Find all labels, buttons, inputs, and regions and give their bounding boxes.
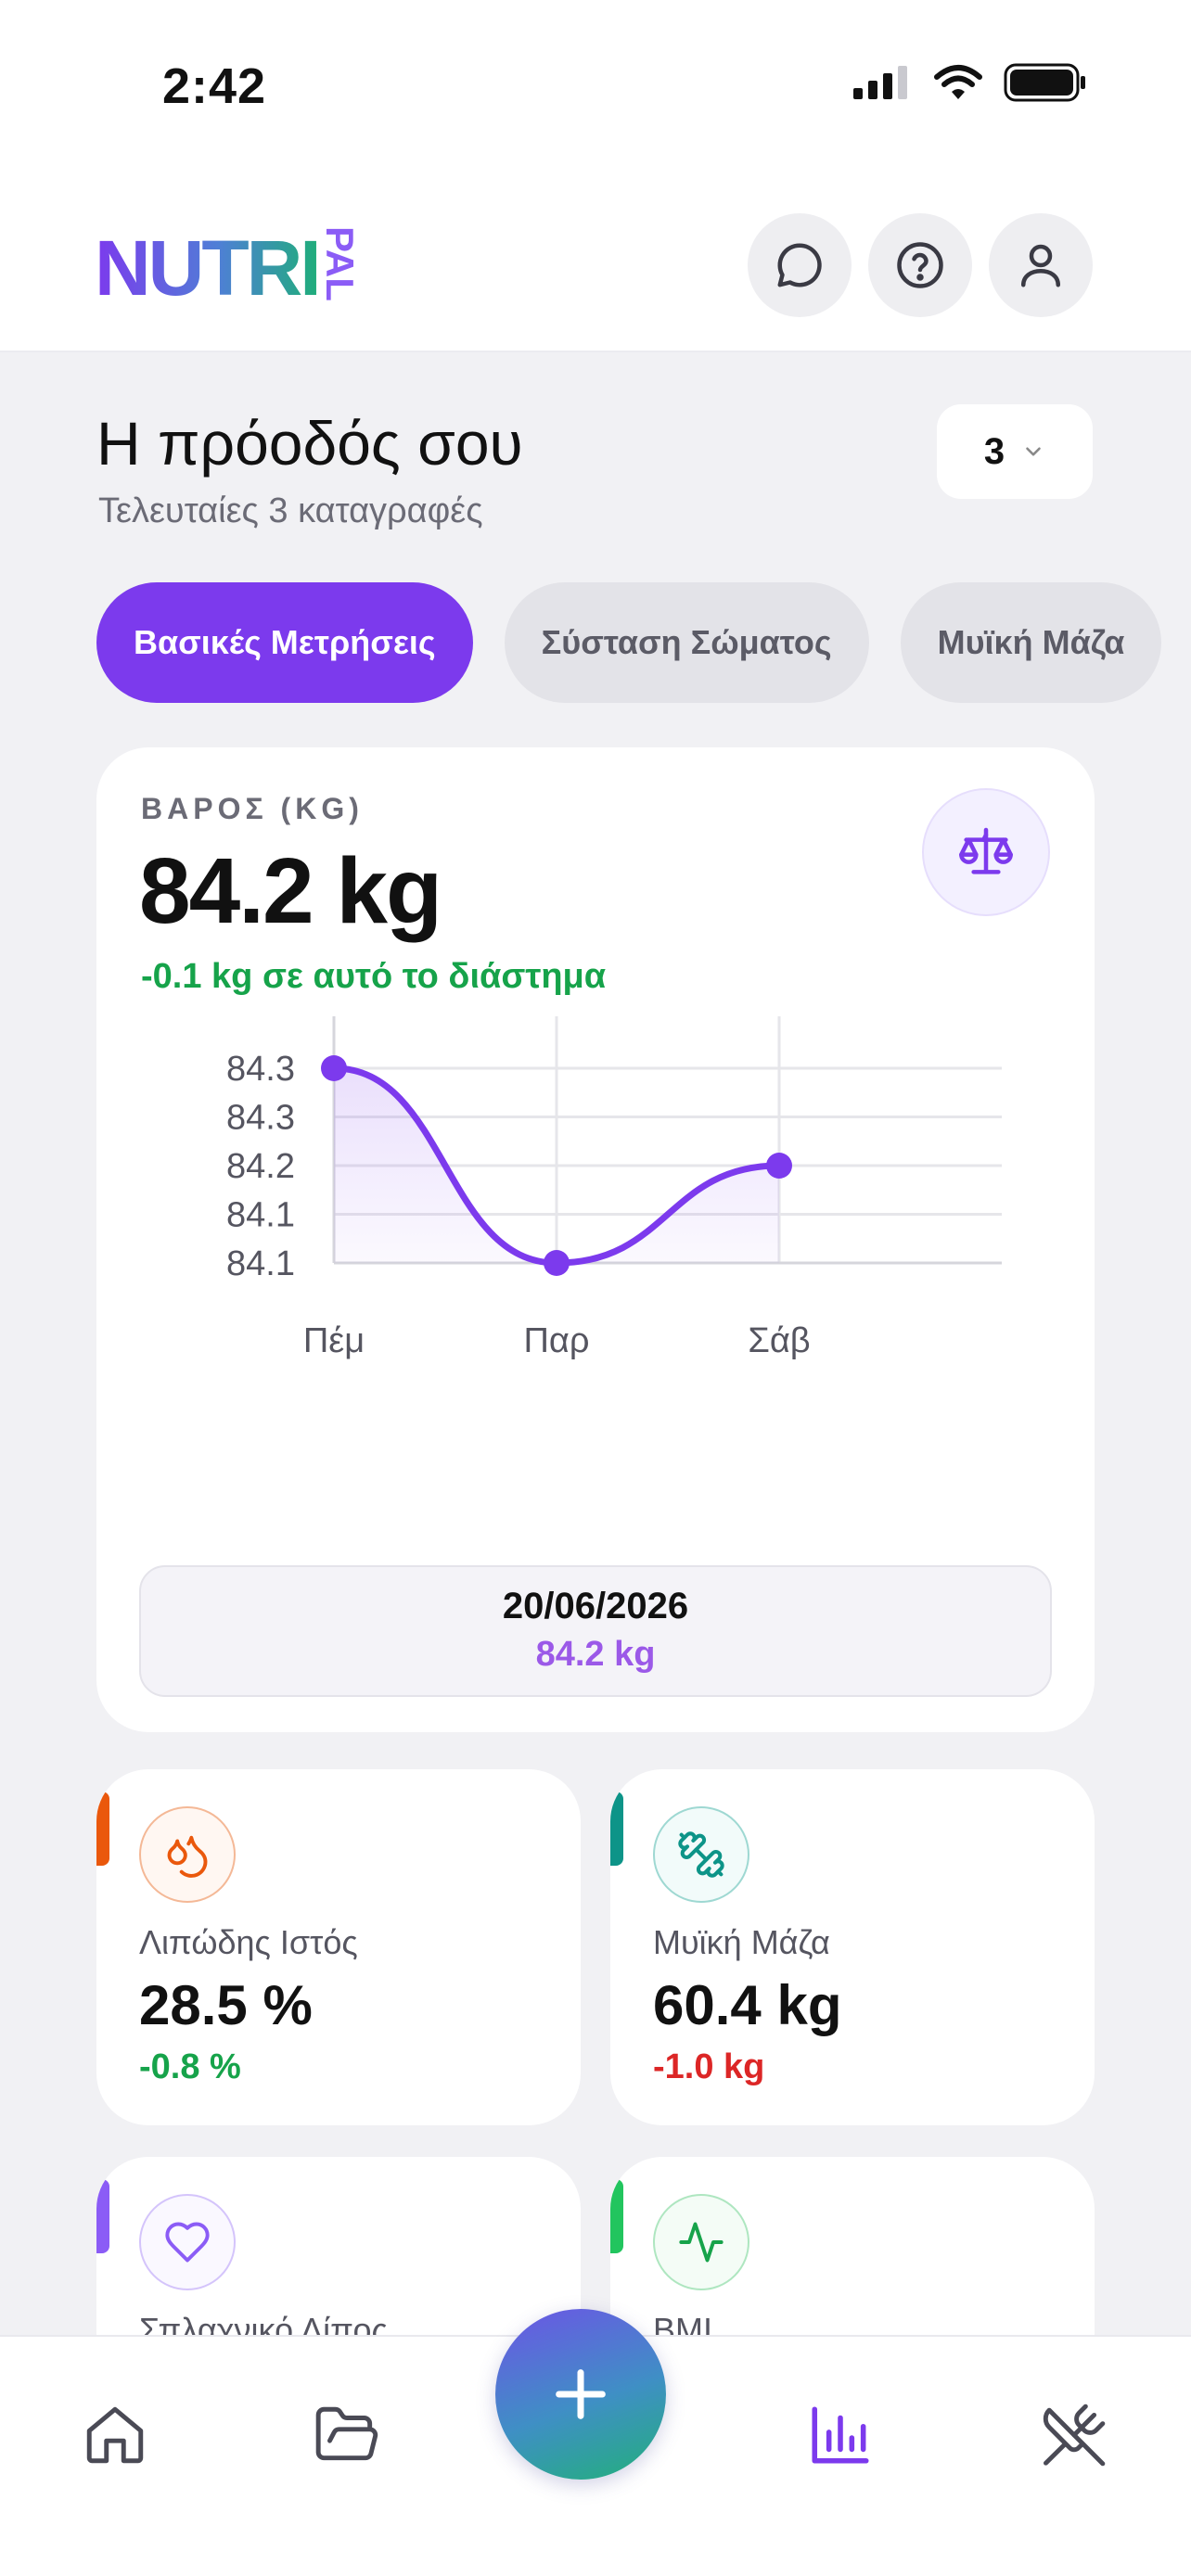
card-accent (96, 1792, 109, 1866)
data-point (544, 1250, 570, 1276)
fat-value: 28.5 % (139, 1974, 313, 2036)
metric-tabs: Βασικές Μετρήσεις Σύσταση Σώματος Μυϊκή … (96, 582, 1162, 703)
y-tick-label: 84.1 (226, 1244, 295, 1283)
metric-card-muscle[interactable]: Μυϊκή Μάζα 60.4 kg -1.0 kg (610, 1769, 1095, 2125)
help-button[interactable] (868, 213, 972, 317)
y-tick-label: 84.3 (226, 1050, 295, 1089)
nutripal-logo: NUTRI PAL (95, 224, 362, 312)
metric-card-fat[interactable]: Λιπώδης Ιστός 28.5 % -0.8 % (96, 1769, 581, 2125)
x-tick-label: Παρ (523, 1321, 589, 1360)
x-tick-label: Σάβ (748, 1321, 810, 1360)
tab-body-composition[interactable]: Σύσταση Σώματος (504, 582, 869, 703)
logo-main-text: NUTRI (95, 224, 319, 312)
y-tick-label: 84.3 (226, 1099, 295, 1138)
nav-home[interactable] (69, 2389, 161, 2481)
card-accent (610, 1792, 623, 1866)
muscle-label: Μυϊκή Μάζα (653, 1923, 830, 1961)
droplets-icon (167, 1835, 208, 1878)
bmi-icon-wrap (653, 2194, 749, 2290)
help-icon (897, 242, 943, 288)
tab-muscle-mass[interactable]: Μυϊκή Μάζα (900, 582, 1162, 703)
add-button[interactable] (495, 2309, 666, 2480)
fat-change: -0.8 % (139, 2047, 241, 2086)
chat-icon (777, 243, 822, 287)
card-accent (96, 2179, 109, 2253)
chat-button[interactable] (748, 213, 852, 317)
scale-icon (959, 827, 1013, 874)
fat-label: Λιπώδης Ιστός (139, 1923, 358, 1961)
folder-icon (315, 2406, 378, 2461)
battery-icon (1004, 63, 1085, 102)
dumbbell-icon (678, 1831, 724, 1878)
tab-basic-measurements[interactable]: Βασικές Μετρήσεις (96, 582, 473, 703)
status-icons (852, 63, 1087, 102)
weight-change: -0.1 kg σε αυτό το διάστημα (141, 957, 607, 996)
muscle-change: -1.0 kg (653, 2047, 765, 2086)
status-bar: 2:42 (0, 0, 1191, 176)
chart-icon (812, 2406, 869, 2464)
scale-button[interactable] (922, 788, 1050, 916)
activity-icon (679, 2222, 724, 2263)
weight-value: 84.2 kg (139, 839, 442, 943)
chart-tooltip: 20/06/2026 84.2 kg (139, 1565, 1052, 1697)
status-time: 2:42 (162, 58, 267, 114)
data-point (766, 1153, 792, 1179)
range-selector[interactable]: 3 (937, 404, 1093, 499)
visceral-icon-wrap (139, 2194, 236, 2290)
wifi-icon (934, 65, 982, 99)
tooltip-date: 20/06/2026 (502, 1586, 689, 1626)
add-icon (556, 2369, 606, 2419)
signal-icon (853, 66, 907, 99)
weight-label: ΒΑΡΟΣ (KG) (141, 792, 364, 825)
muscle-value: 60.4 kg (653, 1974, 842, 2036)
home-icon (86, 2406, 144, 2464)
heart-icon (165, 2222, 210, 2263)
profile-button[interactable] (989, 213, 1093, 317)
x-tick-label: Πέμ (303, 1321, 365, 1360)
page-title: Η πρόοδός σου (96, 409, 523, 478)
weight-card: ΒΑΡΟΣ (KG) 84.2 kg -0.1 kg σε αυτό το δι… (96, 747, 1095, 1732)
y-tick-label: 84.1 (226, 1196, 295, 1235)
chevron-down-icon (1026, 447, 1041, 456)
y-tick-label: 84.2 (226, 1147, 295, 1186)
data-point (321, 1055, 347, 1081)
logo-side-text: PAL (318, 226, 362, 301)
page-subtitle: Τελευταίες 3 καταγραφές (98, 491, 483, 530)
fat-icon-wrap (139, 1806, 236, 1903)
nav-progress[interactable] (794, 2389, 887, 2481)
user-icon (1021, 244, 1060, 287)
nav-files[interactable] (301, 2389, 393, 2481)
app-header: NUTRI PAL (0, 176, 1191, 352)
utensils-icon (1043, 2404, 1106, 2467)
nav-meals[interactable] (1028, 2389, 1121, 2481)
muscle-icon-wrap (653, 1806, 749, 1903)
range-selector-value: 3 (983, 430, 1005, 472)
card-accent (610, 2179, 623, 2253)
tooltip-value: 84.2 kg (535, 1635, 656, 1674)
